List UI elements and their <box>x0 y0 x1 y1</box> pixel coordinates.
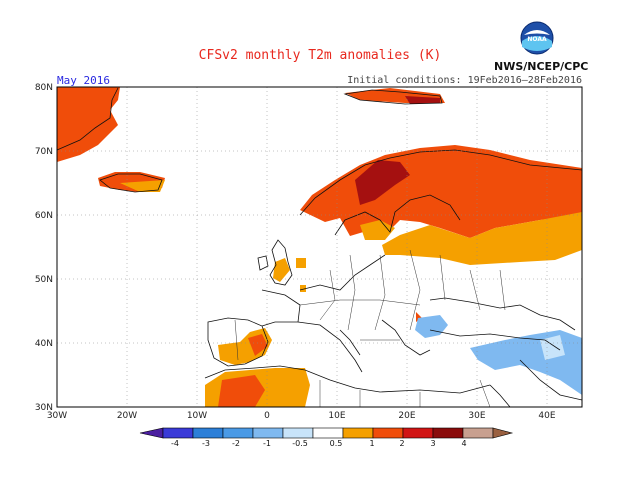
borders <box>234 249 506 408</box>
coastlines <box>56 87 583 408</box>
colorbar-label: 2 <box>399 439 404 448</box>
x-axis: 30W 20W 10W 0 10E 20E 30E 40E <box>47 411 556 421</box>
x-tick: 0 <box>264 411 270 421</box>
logo-text: NOAA <box>527 36 547 43</box>
agency-label: NWS/NCEP/CPC <box>494 60 589 73</box>
colorbar-label: 4 <box>461 439 466 448</box>
noaa-logo-icon: NOAA <box>520 21 554 55</box>
x-tick: 10E <box>328 411 345 421</box>
colorbar-label: -0.5 <box>292 439 308 448</box>
forecast-month: May 2016 <box>57 74 110 87</box>
initial-conditions: Initial conditions: 19Feb2016–28Feb2016 <box>347 75 582 86</box>
y-tick: 60N <box>35 211 53 221</box>
x-tick: 10W <box>187 411 207 421</box>
y-tick: 40N <box>35 339 53 349</box>
colorbar-left-arrow <box>139 427 164 439</box>
colorbar-label: 1 <box>369 439 374 448</box>
colorbar-label: 0.5 <box>330 439 343 448</box>
x-tick: 20E <box>398 411 415 421</box>
y-tick: 70N <box>35 147 53 157</box>
y-axis: 30N 40N 50N 60N 70N 80N <box>35 83 53 413</box>
colorbar-label: -1 <box>263 439 271 448</box>
colorbar-label: -4 <box>171 439 179 448</box>
plot-area <box>56 86 583 408</box>
y-tick: 80N <box>35 83 53 93</box>
colorbar: -4 -3 -2 -1 -0.5 0.5 1 2 3 4 <box>139 427 514 448</box>
gridlines <box>57 87 582 407</box>
x-tick: 20W <box>117 411 137 421</box>
colorbar-label: -3 <box>202 439 210 448</box>
colorbar-label: 3 <box>430 439 435 448</box>
x-tick: 40E <box>538 411 555 421</box>
x-tick: 30E <box>468 411 485 421</box>
colorbar-label: -2 <box>232 439 240 448</box>
x-tick: 30W <box>47 411 67 421</box>
y-tick: 50N <box>35 275 53 285</box>
colorbar-right-arrow <box>492 427 514 439</box>
y-tick: 30N <box>35 403 53 413</box>
chart-title: CFSv2 monthly T2m anomalies (K) <box>198 48 442 63</box>
